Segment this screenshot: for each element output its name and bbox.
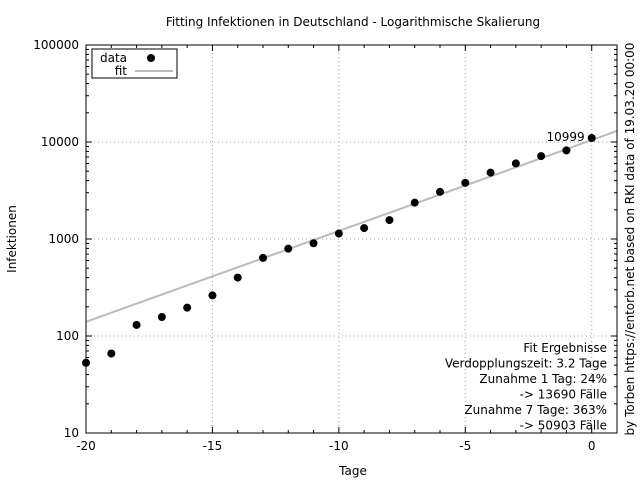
data-point xyxy=(284,244,293,253)
data-point xyxy=(183,303,192,312)
y-tick-label: 100 xyxy=(56,329,79,343)
data-point xyxy=(461,178,470,187)
data-series xyxy=(82,133,596,367)
fit-results: Fit Ergebnisse Verdopplungszeit: 3.2 Tage… xyxy=(445,341,607,433)
data-point xyxy=(562,146,571,155)
fit-series xyxy=(85,130,618,323)
y-tick-label: 1000 xyxy=(48,232,79,246)
data-point xyxy=(334,229,343,238)
data-point xyxy=(309,239,318,248)
x-tick-label: -15 xyxy=(203,439,223,453)
data-point xyxy=(410,198,419,207)
chart-title: Fitting Infektionen in Deutschland - Log… xyxy=(166,15,540,29)
legend: data fit xyxy=(91,48,178,79)
data-point xyxy=(157,312,166,321)
fit-result-line: Zunahme 7 Tage: 363% xyxy=(464,403,607,417)
axis-ticks: -20 -15 -10 -5 0 10 100 1000 10000 100000 xyxy=(33,38,618,453)
x-tick-label: 0 xyxy=(588,439,596,453)
x-tick-label: -5 xyxy=(459,439,471,453)
data-point xyxy=(385,216,394,225)
x-tick-label: -20 xyxy=(76,439,96,453)
fit-result-line: Verdopplungszeit: 3.2 Tage xyxy=(445,357,607,371)
data-label: 10999 xyxy=(547,130,585,144)
legend-data-marker xyxy=(147,54,155,62)
legend-fit-label: fit xyxy=(115,64,128,78)
data-point xyxy=(233,273,242,282)
data-point xyxy=(107,349,116,358)
fit-line xyxy=(85,130,618,323)
fit-result-line: -> 13690 Fälle xyxy=(520,388,607,402)
data-point xyxy=(511,159,520,168)
data-point xyxy=(208,291,217,300)
data-point xyxy=(587,133,596,142)
data-point xyxy=(132,320,141,329)
fit-result-line: Fit Ergebnisse xyxy=(523,341,607,355)
legend-box xyxy=(91,48,178,79)
fit-result-line: Zunahme 1 Tag: 24% xyxy=(479,372,607,386)
x-axis-label: Tage xyxy=(338,464,367,478)
y-tick-label: 100000 xyxy=(33,38,79,52)
data-point xyxy=(436,187,444,196)
y-axis-label: Infektionen xyxy=(5,205,19,273)
legend-data-label: data xyxy=(100,51,127,65)
data-point xyxy=(259,253,267,262)
source-label: by Torben https://entorb.net based on RK… xyxy=(623,43,637,436)
point-value-label: 10999 xyxy=(547,130,585,144)
data-point xyxy=(486,168,495,177)
y-tick-label: 10 xyxy=(64,426,79,440)
x-tick-label: -10 xyxy=(329,439,349,453)
data-point xyxy=(360,224,369,233)
fit-result-line: -> 50903 Fälle xyxy=(520,419,607,433)
y-tick-label: 10000 xyxy=(41,135,79,149)
data-point xyxy=(537,152,546,161)
